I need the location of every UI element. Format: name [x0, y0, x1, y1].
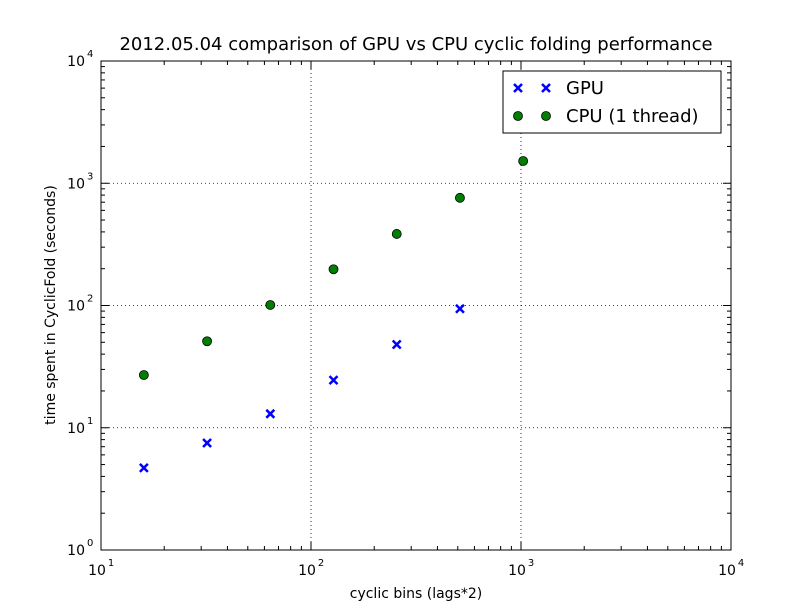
cpu-point	[265, 300, 276, 310]
legend-box	[502, 70, 722, 134]
y-axis-label: time spent in CyclicFold (seconds)	[43, 185, 59, 425]
cpu-point	[202, 336, 212, 347]
x-tick-exponent: 4	[738, 558, 744, 569]
gpu-point-stroke-b	[328, 375, 339, 386]
chart-legend: GPU CPU (1 thread)	[502, 70, 722, 134]
cpu-point	[328, 264, 339, 275]
y-tick-label: 10	[67, 299, 85, 315]
y-tick-label: 10	[67, 543, 85, 559]
gpu-point-stroke-b	[138, 462, 149, 473]
data-points	[138, 156, 529, 473]
x-tick-exponent: 3	[528, 558, 534, 569]
legend-gpu-label: GPU	[566, 78, 604, 99]
x-axis-label: cyclic bins (lags*2)	[350, 586, 482, 602]
gpu-point	[202, 438, 212, 448]
x-tick-label: 10	[508, 563, 526, 579]
axis-ticks	[100, 60, 732, 551]
series-cpu	[138, 156, 529, 380]
gpu-point	[455, 303, 465, 314]
chart-title: 2012.05.04 comparison of GPU vs CPU cycl…	[119, 34, 712, 55]
legend-gpu-marker-right	[541, 83, 551, 93]
gpu-point	[265, 408, 276, 419]
legend-gpu-marker-left	[513, 83, 523, 93]
legend-items: GPU CPU (1 thread)	[513, 78, 699, 127]
x-tick-label: 10	[718, 563, 736, 579]
y-tick-exponent: 2	[87, 294, 93, 305]
series-gpu	[138, 303, 465, 473]
gpu-point-stroke-b	[455, 303, 465, 314]
cpu-point	[138, 370, 149, 380]
gpu-point-stroke-b	[202, 438, 212, 448]
legend-cpu-marker-right	[541, 111, 551, 121]
x-tick-labels: 10 1 10 2 10 3 10 4	[88, 558, 744, 579]
gpu-point-stroke-b	[391, 339, 402, 350]
cpu-point	[391, 229, 402, 239]
x-tick-exponent: 1	[108, 558, 114, 569]
y-tick-label: 10	[67, 421, 85, 437]
gpu-point	[391, 339, 402, 350]
y-tick-exponent: 0	[87, 538, 93, 549]
legend-gpu-marker-left-stroke-b	[513, 83, 523, 93]
y-tick-exponent: 1	[87, 416, 93, 427]
grid-lines	[101, 61, 731, 550]
x-tick-label: 10	[298, 563, 316, 579]
y-tick-label: 10	[67, 54, 85, 70]
cpu-point	[455, 192, 465, 203]
cpu-point	[518, 156, 529, 166]
legend-gpu-marker-right-stroke-b	[541, 83, 551, 93]
gpu-point-stroke-b	[265, 408, 276, 419]
legend-cpu-label: CPU (1 thread)	[566, 106, 699, 127]
legend-cpu-marker-left	[513, 111, 523, 121]
gpu-point	[328, 375, 339, 386]
gpu-point	[138, 462, 149, 473]
x-tick-label: 10	[88, 563, 106, 579]
plot-frame	[100, 60, 732, 551]
y-tick-exponent: 3	[87, 171, 93, 182]
y-tick-label: 10	[67, 176, 85, 192]
y-tick-exponent: 4	[87, 49, 93, 60]
x-tick-exponent: 2	[318, 558, 324, 569]
